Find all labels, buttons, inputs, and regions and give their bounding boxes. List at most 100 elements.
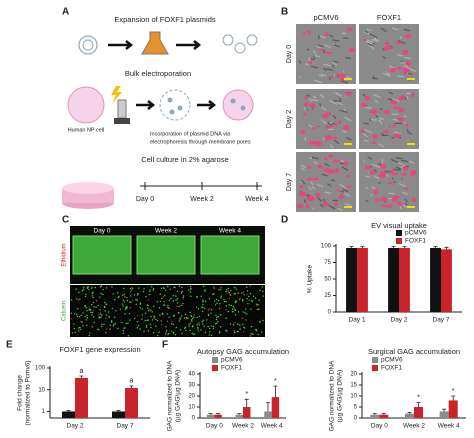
stained-cell xyxy=(150,326,152,329)
cell-texture xyxy=(339,183,348,189)
stained-cell xyxy=(149,323,151,326)
stained-cell xyxy=(166,320,169,323)
stained-cell xyxy=(99,313,102,315)
cell-texture xyxy=(324,191,332,194)
stained-cell xyxy=(242,311,244,313)
stained-cell xyxy=(168,307,171,310)
stained-cell xyxy=(167,285,169,288)
stained-cell xyxy=(166,313,168,315)
stained-cell xyxy=(85,319,88,321)
stained-cell xyxy=(204,289,206,291)
stained-cell xyxy=(184,313,187,316)
stained-cell xyxy=(176,302,179,304)
y-tick-label: 5 xyxy=(354,405,358,411)
cell-texture xyxy=(303,199,307,204)
cell-texture xyxy=(323,63,331,67)
stained-cell xyxy=(169,288,171,291)
cell xyxy=(391,197,398,202)
cell-texture xyxy=(331,60,339,63)
cell-texture xyxy=(345,137,352,141)
cell-texture xyxy=(365,199,369,203)
stained-cell xyxy=(88,332,91,334)
stained-cell xyxy=(227,290,229,292)
stained-cell xyxy=(84,315,86,318)
cell-texture xyxy=(319,94,325,99)
stained-cell xyxy=(251,299,253,302)
stained-cell xyxy=(131,289,133,291)
bar xyxy=(414,407,424,418)
stained-cell xyxy=(150,309,152,312)
cell-texture xyxy=(367,44,375,50)
stained-cell xyxy=(213,287,216,290)
stained-cell xyxy=(214,300,216,302)
stained-cell xyxy=(257,333,259,336)
cell xyxy=(388,181,393,184)
cell xyxy=(303,102,309,107)
stained-cell xyxy=(249,292,252,295)
cell-texture xyxy=(332,114,337,120)
stained-cell xyxy=(170,330,173,332)
y-axis-label: GAG normalized to DNA xyxy=(329,360,336,431)
stained-cell xyxy=(124,313,126,315)
stained-cell xyxy=(93,321,95,324)
stained-cell xyxy=(97,328,99,330)
cell xyxy=(380,196,388,202)
cell-texture xyxy=(372,77,378,80)
stained-cell xyxy=(234,300,237,302)
cell-texture xyxy=(327,122,334,126)
cell-texture xyxy=(340,80,349,84)
cell xyxy=(332,159,341,163)
x-tick-label: Week 4 xyxy=(261,423,283,430)
stained-cell xyxy=(129,306,132,309)
stained-cell xyxy=(111,286,113,288)
panel-a-art xyxy=(62,31,262,209)
stained-cell xyxy=(123,287,125,290)
stained-cell xyxy=(233,330,235,332)
cell xyxy=(405,68,411,73)
stained-cell xyxy=(103,323,105,326)
cell xyxy=(389,100,398,105)
significance: * xyxy=(245,391,248,398)
column-label: FOXF1 xyxy=(377,13,401,22)
cell-texture xyxy=(339,109,348,113)
stained-cell xyxy=(95,300,98,302)
stained-cell xyxy=(201,320,204,323)
significance: * xyxy=(274,378,277,385)
cell-texture xyxy=(317,35,320,40)
stained-cell xyxy=(159,314,161,316)
stained-cell xyxy=(246,297,248,300)
cell-texture xyxy=(362,133,368,138)
cell-texture xyxy=(375,115,379,118)
y-tick-label: 20 xyxy=(188,394,195,400)
cell xyxy=(385,204,393,208)
stained-cell xyxy=(141,318,143,320)
error-bar xyxy=(349,246,354,248)
cell xyxy=(305,203,310,209)
stained-cell xyxy=(79,328,82,331)
stained-cell xyxy=(148,310,150,312)
stained-cell xyxy=(189,285,192,288)
stained-cell xyxy=(172,323,175,325)
cell-texture xyxy=(400,165,403,171)
stained-cell xyxy=(125,322,128,325)
stained-cell xyxy=(181,332,183,335)
cell xyxy=(302,32,306,35)
stained-cell xyxy=(233,307,236,309)
stained-cell xyxy=(91,295,93,297)
bar xyxy=(430,247,441,312)
bar xyxy=(357,247,368,312)
cell-texture xyxy=(320,73,327,77)
cell xyxy=(307,165,312,169)
stained-cell xyxy=(87,286,90,288)
cell xyxy=(395,41,403,45)
cell-texture xyxy=(402,191,409,196)
stained-cell xyxy=(176,305,178,308)
stained-cell xyxy=(262,290,264,293)
stained-cell xyxy=(88,288,90,290)
cell-texture xyxy=(366,28,372,31)
stained-cell xyxy=(261,286,264,288)
stained-cell xyxy=(171,320,173,323)
cell xyxy=(410,92,415,98)
stained-cell xyxy=(212,327,215,330)
stained-cell xyxy=(148,308,150,310)
